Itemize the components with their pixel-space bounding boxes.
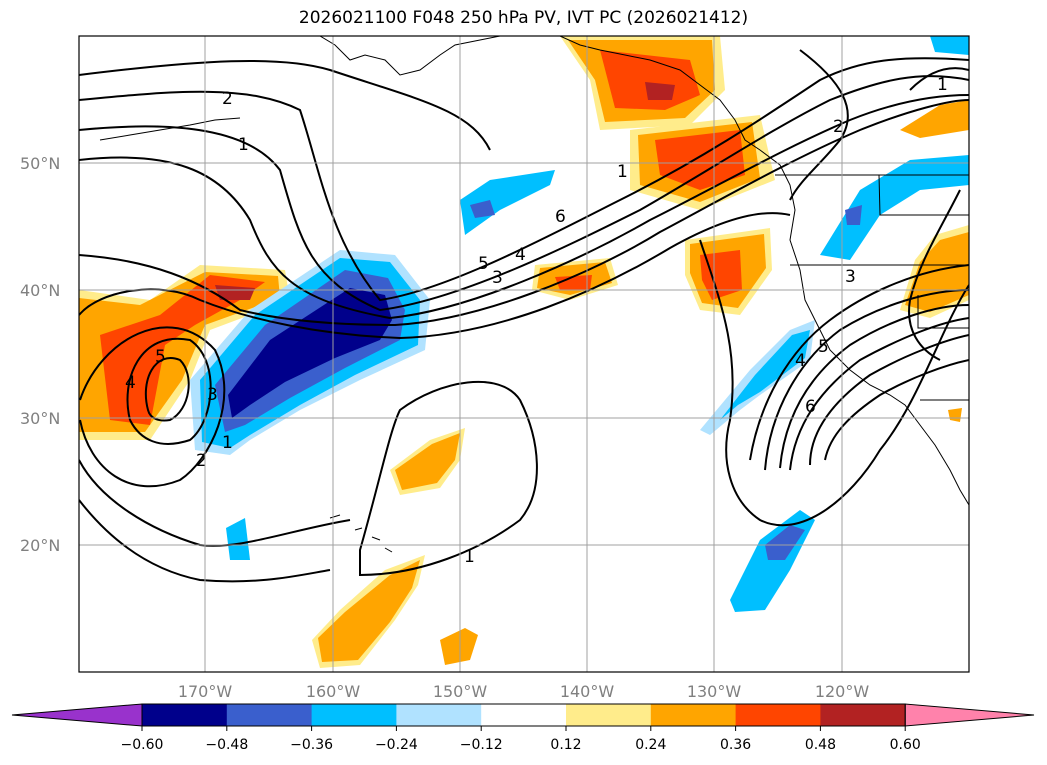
contour-label: 2 <box>222 89 233 109</box>
colorbar-swatch <box>650 704 737 726</box>
colorbar-tick-label: 0.36 <box>720 737 751 753</box>
contour-label: 4 <box>795 351 806 371</box>
contour-label: 4 <box>515 245 526 265</box>
negative-anomaly-north <box>460 170 555 235</box>
contour-label: 3 <box>845 267 856 287</box>
contour-label: 3 <box>207 385 218 405</box>
lon-label: 150°W <box>433 682 488 701</box>
colorbar-swatch <box>735 704 821 726</box>
contour-label: 1 <box>238 135 249 155</box>
colorbar-tick-label: 0.12 <box>550 737 581 753</box>
colorbar-swatch <box>311 704 397 726</box>
colorbar-swatch <box>481 704 567 726</box>
lon-label: 170°W <box>178 682 233 701</box>
map-area: 2 1 6 1 4 5 3 5 4 3 1 2 1 1 2 3 5 4 6 <box>79 36 969 672</box>
colorbar-tick-label: −0.12 <box>460 737 503 753</box>
lat-label: 20°N <box>20 536 60 555</box>
latitude-labels: 50°N 40°N 30°N 20°N <box>20 154 60 555</box>
contour-label: 3 <box>492 268 503 288</box>
colorbar-tick-label: 0.24 <box>635 737 666 753</box>
colorbar: −0.60 −0.48 −0.36 −0.24 −0.12 0.12 0.24 0.36 0.4… <box>11 703 1035 753</box>
contour-label: 5 <box>818 337 829 357</box>
negative-anomaly-interior <box>820 155 969 260</box>
colorbar-swatch <box>820 704 906 726</box>
longitude-labels: 170°W 160°W 150°W 140°W 130°W 120°W <box>178 682 870 701</box>
lon-label: 120°W <box>815 682 870 701</box>
lon-label: 130°W <box>687 682 742 701</box>
map-title: 2026021100 F048 250 hPa PV, IVT PC (2026… <box>298 8 749 28</box>
colorbar-tick-label: 0.48 <box>805 737 836 753</box>
lat-label: 40°N <box>20 281 60 300</box>
lon-label: 140°W <box>560 682 615 701</box>
colorbar-tick-label: 0.60 <box>890 737 921 753</box>
colorbar-tick-label: −0.48 <box>205 737 248 753</box>
colorbar-tick-label: −0.60 <box>121 737 164 753</box>
colorbar-extend-high <box>904 703 1035 727</box>
contour-label: 5 <box>155 347 166 367</box>
contour-label: 1 <box>937 75 948 95</box>
colorbar-swatch <box>226 704 313 726</box>
colorbar-swatch <box>142 704 228 726</box>
colorbar-tick-label: −0.24 <box>375 737 418 753</box>
contour-label: 6 <box>805 397 816 417</box>
contour-labels: 2 1 6 1 4 5 3 5 4 3 1 2 1 1 2 3 5 4 6 <box>125 75 948 567</box>
contour-label: 4 <box>125 373 136 393</box>
coastlines <box>99 36 969 553</box>
colorbar-swatch <box>396 704 482 726</box>
contour-label: 1 <box>464 547 475 567</box>
lon-label: 160°W <box>306 682 361 701</box>
contour-label: 5 <box>478 254 489 274</box>
contour-label: 2 <box>833 117 844 137</box>
contour-label: 6 <box>555 207 566 227</box>
colorbar-extend-low <box>11 703 143 727</box>
pv-contours <box>79 49 969 583</box>
map-frame <box>78 35 970 673</box>
colorbar-swatch <box>566 704 652 726</box>
lat-label: 30°N <box>20 409 60 428</box>
colorbar-tick-label: −0.36 <box>290 737 333 753</box>
contour-label: 2 <box>196 451 207 471</box>
lat-label: 50°N <box>20 154 60 173</box>
contour-label: 1 <box>617 162 628 182</box>
gridlines <box>79 36 969 672</box>
colorbar-frame <box>141 703 906 727</box>
contour-label: 1 <box>222 433 233 453</box>
